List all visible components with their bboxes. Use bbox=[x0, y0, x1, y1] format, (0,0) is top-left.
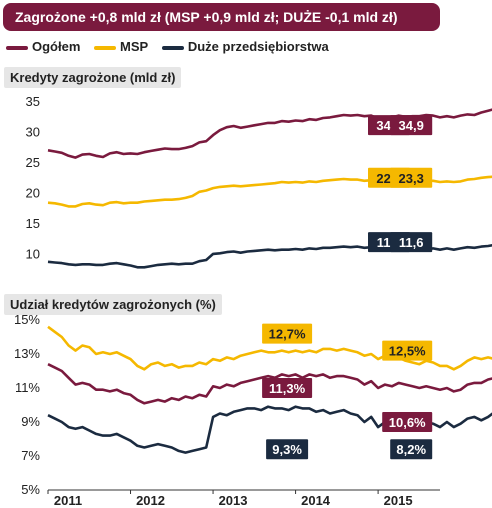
p1-series-0-line bbox=[47, 363, 492, 405]
panel2-title: Udział kredytów zagrożonych (%) bbox=[4, 294, 222, 315]
p0-ytick-3: 25 bbox=[26, 155, 40, 170]
p0-label-box-5 bbox=[390, 232, 433, 253]
x-tick-2: 2013 bbox=[219, 493, 248, 508]
p0-label-box-3 bbox=[390, 167, 433, 188]
x-tick-3: 2014 bbox=[301, 493, 331, 508]
legend-item-msp: MSP bbox=[94, 39, 148, 54]
legend-swatch-duze bbox=[161, 45, 184, 50]
p1-label-box-1 bbox=[382, 340, 433, 361]
legend-item-ogolem: Ogółem bbox=[6, 39, 80, 54]
p0-label-box-1 bbox=[390, 115, 433, 136]
p0-ytick-5: 35 bbox=[26, 94, 40, 109]
p0-ytick-1: 15 bbox=[26, 216, 40, 231]
x-tick-1: 2012 bbox=[136, 493, 165, 508]
legend-swatch-ogolem bbox=[6, 45, 28, 50]
x-tick-0: 2011 bbox=[54, 493, 82, 508]
p1-ytick-5: 15% bbox=[14, 312, 40, 327]
p1-label-box-4 bbox=[266, 439, 309, 460]
p1-label-box-3 bbox=[382, 412, 433, 432]
p1-ytick-2: 9% bbox=[21, 414, 40, 429]
legend-label-msp: MSP bbox=[120, 39, 149, 54]
p1-ytick-1: 7% bbox=[21, 448, 40, 463]
p0-series-1-line bbox=[47, 175, 492, 208]
p0-data-label-1: 34,9 bbox=[399, 118, 424, 133]
p1-data-label-0: 12,7% bbox=[269, 327, 306, 342]
p1-series-1-line bbox=[47, 325, 492, 371]
x-tick-4: 2015 bbox=[384, 493, 413, 508]
chart-title: Zagrożone +0,8 mld zł (MSP +0,9 mld zł; … bbox=[15, 9, 398, 25]
p1-data-label-4: 9,3% bbox=[272, 442, 302, 457]
p1-series-2-line bbox=[47, 405, 492, 454]
p1-label-box-0 bbox=[262, 323, 313, 344]
p1-data-label-1: 12,5% bbox=[389, 344, 426, 359]
p0-series-2-line bbox=[47, 244, 492, 269]
legend-label-ogolem: Ogółem bbox=[32, 39, 81, 54]
p1-ytick-4: 13% bbox=[14, 346, 40, 361]
p0-data-label-5: 11,6 bbox=[399, 235, 424, 250]
legend-label-duze: Duże przedsiębiorstwa bbox=[187, 39, 329, 54]
panel1-title: Kredyty zagrożone (mld zł) bbox=[4, 67, 182, 88]
p1-label-box-2 bbox=[262, 378, 313, 398]
p0-ytick-2: 20 bbox=[26, 186, 40, 201]
p1-data-label-2: 11,3% bbox=[269, 381, 306, 396]
p0-series-0-line bbox=[47, 108, 492, 159]
p1-label-box-5 bbox=[390, 439, 433, 460]
legend: Ogółem MSP Duże przedsiębiorstwa bbox=[6, 39, 339, 57]
p1-ytick-3: 11% bbox=[15, 380, 40, 395]
p0-ytick-0: 10 bbox=[26, 247, 40, 262]
p0-data-label-3: 23,3 bbox=[399, 171, 424, 186]
title-bar: Zagrożone +0,8 mld zł (MSP +0,9 mld zł; … bbox=[3, 3, 440, 31]
legend-item-duze: Duże przedsiębiorstwa bbox=[161, 39, 329, 54]
p1-data-label-5: 8,2% bbox=[396, 442, 426, 457]
legend-swatch-msp bbox=[94, 45, 117, 50]
p0-ytick-4: 30 bbox=[26, 125, 40, 140]
p1-ytick-0: 5% bbox=[21, 482, 40, 497]
p1-data-label-3: 10,6% bbox=[389, 415, 426, 430]
